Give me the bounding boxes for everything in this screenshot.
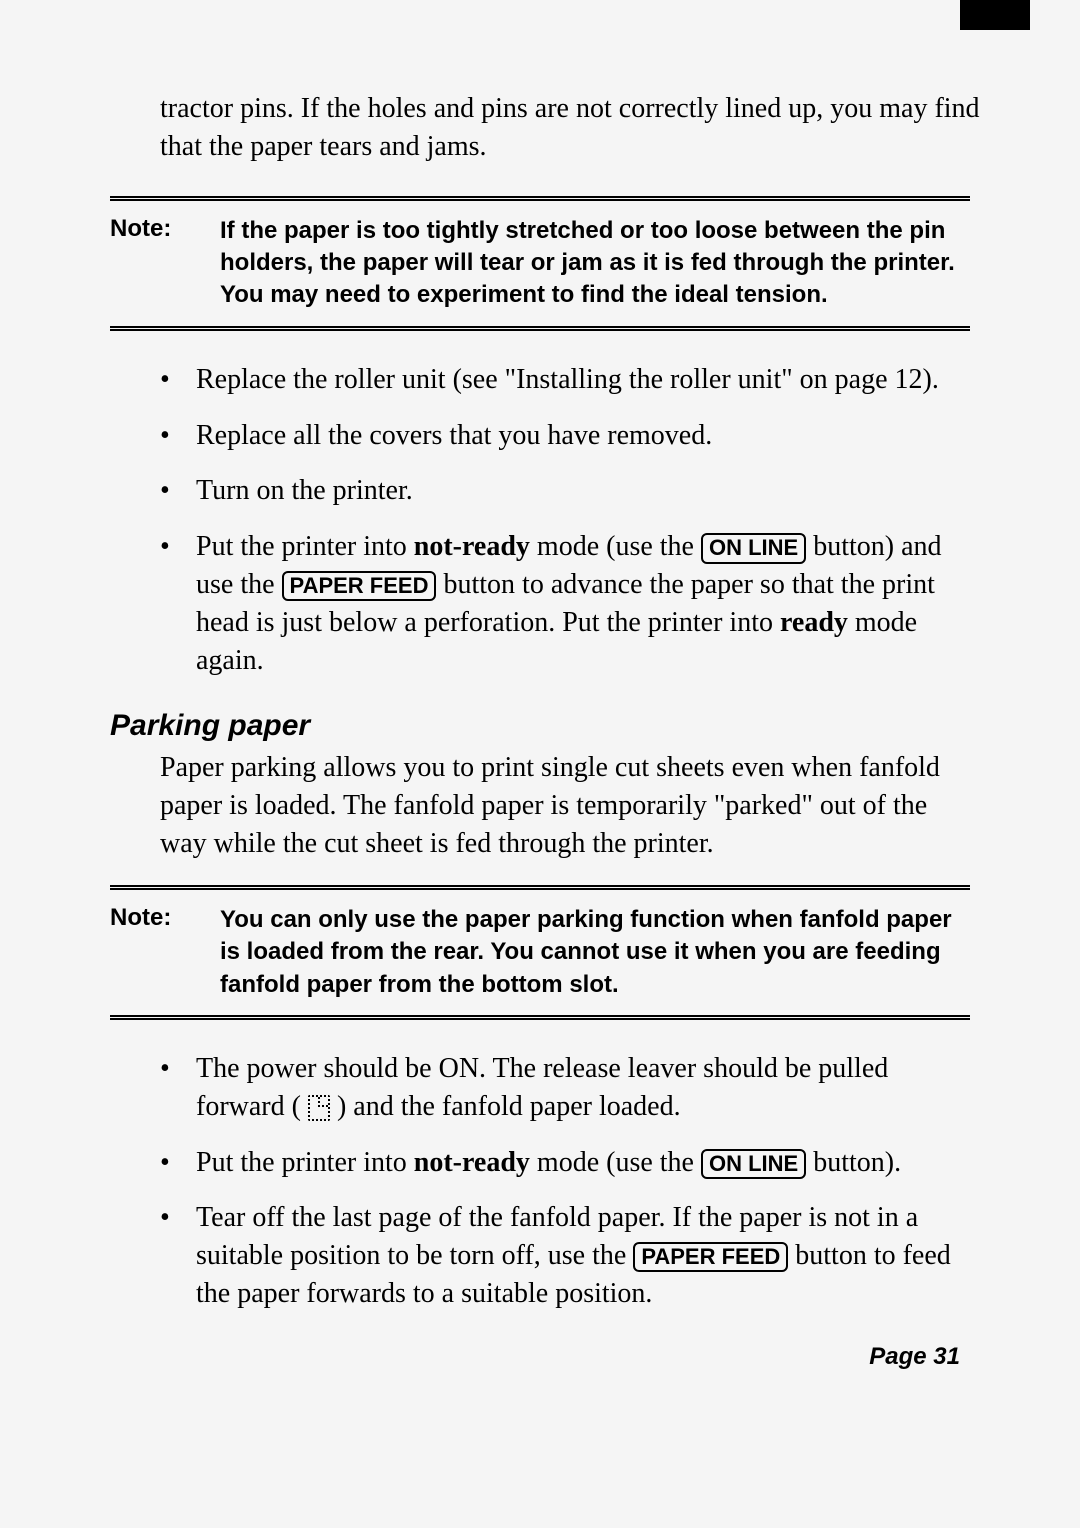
note-text: If the paper is too tightly stretched or… <box>220 215 970 312</box>
intro-paragraph: tractor pins. If the holes and pins are … <box>160 90 990 166</box>
text-run: button). <box>806 1147 901 1178</box>
text-run: ) and the fanfold paper loaded. <box>330 1091 681 1122</box>
text-run: Put the printer into <box>196 1147 414 1178</box>
bold-text: ready <box>780 607 848 638</box>
list-item: Tear off the last page of the fanfold pa… <box>160 1199 980 1312</box>
text-run: Put the printer into <box>196 531 414 562</box>
note-text: You can only use the paper parking funct… <box>220 904 970 1001</box>
note-box-2: Note: You can only use the paper parking… <box>110 885 970 1020</box>
bullet-list-1: Replace the roller unit (see "Installing… <box>160 361 980 680</box>
list-item: Replace the roller unit (see "Installing… <box>160 361 980 399</box>
corner-tab <box>960 0 1030 30</box>
note-label: Note: <box>110 904 220 1001</box>
list-item: Turn on the printer. <box>160 472 980 510</box>
list-item: Put the printer into not-ready mode (use… <box>160 1144 980 1182</box>
page-number: Page 31 <box>70 1343 960 1371</box>
keycap-paperfeed: PAPER FEED <box>633 1242 788 1272</box>
bullet-list-2: The power should be ON. The release leav… <box>160 1050 980 1313</box>
list-item: Replace all the covers that you have rem… <box>160 417 980 455</box>
text-run: mode (use the <box>530 531 701 562</box>
bold-text: not-ready <box>414 1147 530 1178</box>
list-item: Put the printer into not-ready mode (use… <box>160 528 980 679</box>
section-heading: Parking paper <box>110 709 1010 743</box>
paper-icon <box>308 1095 330 1121</box>
note-box-1: Note: If the paper is too tightly stretc… <box>110 196 970 331</box>
keycap-paperfeed: PAPER FEED <box>282 571 437 601</box>
keycap-online: ON LINE <box>701 533 806 563</box>
body-paragraph: Paper parking allows you to print single… <box>160 749 980 862</box>
bold-text: not-ready <box>414 531 530 562</box>
note-label: Note: <box>110 215 220 312</box>
keycap-online: ON LINE <box>701 1149 806 1179</box>
text-run: mode (use the <box>530 1147 701 1178</box>
list-item: The power should be ON. The release leav… <box>160 1050 980 1126</box>
